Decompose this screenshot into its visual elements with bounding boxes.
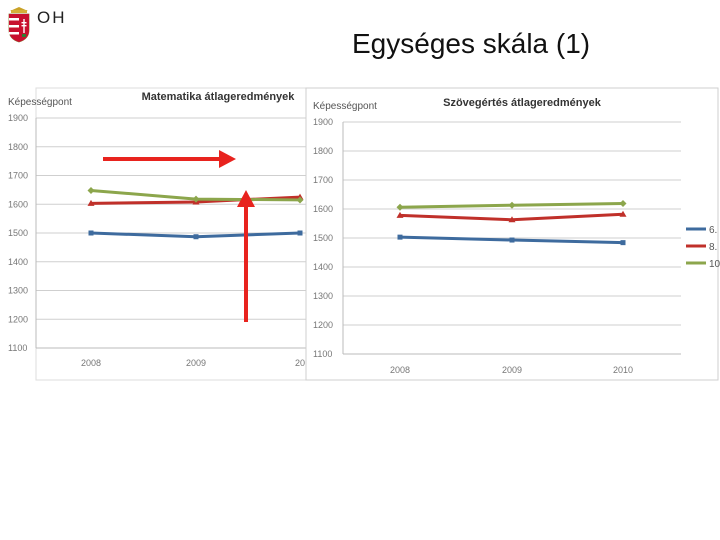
reading-chart-title: Szövegértés átlageredmények xyxy=(443,97,602,109)
math-series-1-point xyxy=(193,234,199,240)
reading-x-tick-label: 2009 xyxy=(502,365,522,375)
math-y-tick-label: 1400 xyxy=(8,257,28,267)
math-x-tick-label: 20 xyxy=(295,358,305,368)
math-series-1-point xyxy=(88,230,94,236)
reading-series-3-point xyxy=(508,201,516,209)
reading-series-2-point xyxy=(396,211,404,218)
math-series-3-point xyxy=(296,196,304,204)
reading-y-tick-label: 1300 xyxy=(313,291,333,301)
math-series-3-point xyxy=(87,186,95,194)
math-y-tick-label: 1100 xyxy=(8,343,27,353)
annotation-arrows xyxy=(103,150,255,322)
math-y-tick-label: 1500 xyxy=(8,228,28,238)
math-chart-title: Matematika átlageredmények xyxy=(142,91,296,103)
reading-y-axis-label: Képességpont xyxy=(313,101,377,112)
reading-series-1-point xyxy=(397,234,403,240)
math-y-tick-label: 1900 xyxy=(8,113,28,123)
reading-chart: Képességpont Szövegértés átlageredmények… xyxy=(305,87,720,381)
coat-of-arms-logo xyxy=(8,7,30,43)
reading-series-3-point xyxy=(619,199,627,207)
reading-y-tick-label: 1600 xyxy=(313,204,333,214)
reading-legend-label: 6. xyxy=(709,225,717,236)
math-x-tick-label: 2008 xyxy=(81,358,101,368)
slide-title: Egységes skála (1) xyxy=(352,28,591,59)
math-y-tick-label: 1300 xyxy=(8,286,28,296)
math-x-tick-label: 2009 xyxy=(186,358,206,368)
reading-y-tick-label: 1700 xyxy=(313,175,333,185)
reading-y-tick-label: 1500 xyxy=(313,233,333,243)
reading-y-tick-label: 1400 xyxy=(313,262,333,272)
math-y-axis-label: Képességpont xyxy=(8,97,72,108)
reading-x-tick-label: 2010 xyxy=(613,365,633,375)
reading-series-2-point xyxy=(619,210,627,217)
reading-y-tick-label: 1200 xyxy=(313,320,333,330)
math-y-tick-label: 1700 xyxy=(8,171,28,181)
reading-series-2-point xyxy=(508,216,516,223)
logo-text: OH xyxy=(37,8,67,27)
math-series-2-point xyxy=(87,199,95,206)
vertical-arrow-head xyxy=(237,190,255,207)
reading-y-tick-label: 1100 xyxy=(313,349,332,359)
reading-legend-label: 8. xyxy=(709,242,717,253)
math-series-3-point xyxy=(192,195,200,203)
reading-series-3-point xyxy=(396,203,404,211)
reading-y-tick-label: 1900 xyxy=(313,117,333,127)
math-series-1-point xyxy=(297,230,303,236)
horizontal-arrow-head xyxy=(219,150,236,168)
math-chart: Képességpont Matematika átlageredmények … xyxy=(8,87,313,381)
reading-y-tick-label: 1800 xyxy=(313,146,333,156)
reading-series-1-point xyxy=(620,240,626,246)
math-y-tick-label: 1800 xyxy=(8,142,28,152)
math-y-tick-label: 1600 xyxy=(8,199,28,209)
math-y-tick-label: 1200 xyxy=(8,314,28,324)
reading-series-1-point xyxy=(509,237,515,243)
reading-x-tick-label: 2008 xyxy=(390,365,410,375)
reading-legend-label: 10 xyxy=(709,259,720,270)
